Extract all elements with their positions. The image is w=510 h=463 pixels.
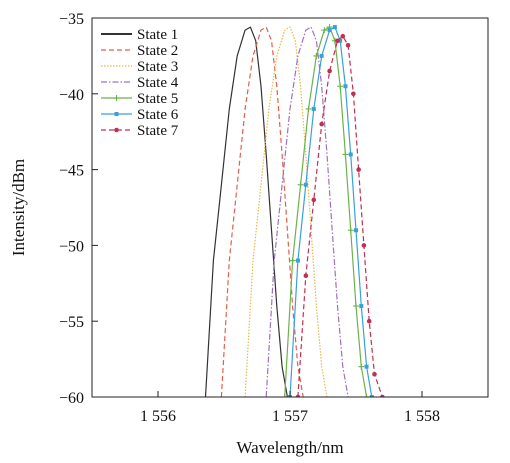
axes-ticks: 1 556 1 557 1 558 −35 −40 −45 −50 −55 −60 bbox=[59, 11, 440, 425]
data-point bbox=[338, 38, 343, 43]
data-point bbox=[354, 228, 358, 233]
series-line bbox=[204, 26, 288, 397]
x-tick-label: 1 558 bbox=[404, 408, 440, 425]
legend-label: State 1 bbox=[137, 27, 178, 43]
series-line bbox=[244, 26, 328, 397]
legend-marker bbox=[114, 127, 119, 133]
data-point bbox=[327, 28, 332, 33]
data-point bbox=[359, 304, 364, 309]
data-point bbox=[361, 243, 367, 248]
y-tick-label: −40 bbox=[59, 87, 84, 104]
y-axis-label: Intensity/dBm bbox=[9, 159, 28, 256]
series-3 bbox=[244, 26, 328, 397]
series-1 bbox=[204, 26, 288, 397]
legend-label: State 3 bbox=[137, 59, 178, 75]
legend-item: State 3 bbox=[101, 59, 178, 75]
y-tick-label: −50 bbox=[59, 238, 84, 255]
data-point bbox=[345, 42, 351, 48]
legend-item: State 7 bbox=[101, 123, 179, 139]
data-point bbox=[347, 227, 354, 234]
data-point bbox=[303, 182, 308, 187]
data-point bbox=[295, 258, 300, 263]
data-point bbox=[342, 151, 349, 158]
data-point bbox=[366, 318, 372, 324]
data-point bbox=[337, 83, 344, 90]
series-line bbox=[289, 26, 373, 397]
series-4 bbox=[265, 26, 349, 397]
series-6 bbox=[288, 25, 374, 397]
legend-marker bbox=[113, 95, 120, 101]
y-tick-label: −35 bbox=[59, 11, 84, 28]
series-5 bbox=[281, 24, 370, 397]
data-point bbox=[363, 394, 370, 397]
data-point bbox=[380, 394, 385, 397]
data-point bbox=[343, 84, 348, 89]
data-point bbox=[319, 121, 324, 127]
data-point bbox=[358, 363, 365, 370]
legend-label: State 4 bbox=[137, 75, 179, 91]
legend-item: State 2 bbox=[101, 43, 178, 59]
data-point bbox=[351, 91, 356, 97]
data-point bbox=[356, 167, 361, 172]
data-point bbox=[289, 257, 296, 264]
series-2 bbox=[220, 26, 304, 397]
data-point bbox=[332, 25, 337, 30]
data-point bbox=[319, 53, 324, 58]
legend-marker bbox=[114, 112, 119, 116]
data-point bbox=[305, 105, 312, 112]
data-point bbox=[327, 68, 332, 74]
data-point bbox=[281, 394, 288, 397]
y-tick-label: −55 bbox=[59, 314, 84, 331]
legend-label: State 5 bbox=[137, 91, 178, 107]
plot-layer bbox=[204, 24, 385, 397]
series-7 bbox=[295, 33, 385, 397]
series-line bbox=[297, 35, 383, 397]
data-point bbox=[321, 27, 328, 34]
x-axis-label: Wavelength/nm bbox=[236, 438, 343, 457]
series-line bbox=[220, 26, 304, 397]
data-point bbox=[295, 394, 301, 397]
legend-item: State 4 bbox=[101, 75, 179, 91]
legend-label: State 7 bbox=[137, 123, 179, 139]
data-point bbox=[348, 152, 353, 157]
data-point bbox=[364, 364, 369, 369]
legend-label: State 6 bbox=[137, 107, 179, 123]
legend-item: State 1 bbox=[101, 27, 178, 43]
x-tick-label: 1 556 bbox=[140, 408, 176, 425]
data-point bbox=[311, 197, 317, 203]
y-tick-label: −45 bbox=[59, 163, 84, 180]
data-point bbox=[372, 371, 377, 377]
series-line bbox=[265, 26, 349, 397]
y-tick-label: −60 bbox=[59, 390, 84, 407]
data-point bbox=[369, 395, 374, 397]
data-point bbox=[303, 273, 309, 279]
data-point bbox=[340, 33, 346, 39]
data-point bbox=[335, 38, 340, 44]
data-point bbox=[311, 106, 316, 111]
legend-item: State 5 bbox=[101, 91, 178, 107]
data-point bbox=[353, 303, 359, 310]
data-point bbox=[297, 181, 304, 188]
legend-item: State 6 bbox=[101, 107, 179, 123]
series-line bbox=[284, 26, 368, 397]
data-point bbox=[313, 52, 320, 59]
x-tick-label: 1 557 bbox=[272, 408, 308, 425]
legend-label: State 2 bbox=[137, 43, 178, 59]
